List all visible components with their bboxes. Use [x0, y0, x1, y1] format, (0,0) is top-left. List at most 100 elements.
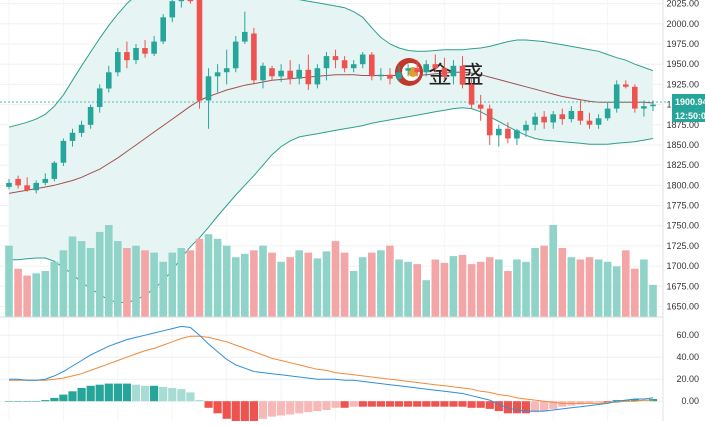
candle-body	[69, 132, 76, 141]
candle-body	[96, 88, 103, 107]
volume-bar	[504, 271, 512, 317]
candle-body	[486, 108, 493, 136]
candlestick-series	[6, 0, 656, 194]
candle-body	[359, 54, 366, 65]
macd-tick-label: 20.00	[676, 374, 699, 384]
volume-bar	[349, 271, 358, 317]
candle-body	[223, 68, 230, 73]
countdown-tag-bg	[672, 109, 705, 122]
macd-histogram-bar	[394, 401, 404, 407]
candle-body	[106, 72, 112, 89]
volume-bar	[368, 252, 376, 317]
volume-bar	[576, 259, 585, 317]
macd-histogram-bar	[476, 401, 485, 408]
macd-histogram-bar	[304, 401, 313, 413]
macd-histogram-bar	[277, 401, 286, 416]
volume-bar	[522, 261, 530, 317]
volume-bar	[204, 234, 213, 317]
candle-body	[595, 118, 602, 125]
macd-histogram-bar	[231, 401, 240, 421]
volume-series	[5, 225, 657, 318]
candle-body	[586, 120, 593, 125]
candle-body	[468, 84, 475, 105]
macd-histogram-bar	[86, 385, 95, 402]
candle-body	[278, 70, 284, 77]
macd-histogram-bar	[23, 401, 32, 402]
candle-body	[369, 54, 375, 77]
macd-histogram-bar	[558, 401, 567, 407]
volume-bar	[268, 252, 276, 317]
macd-histogram-bar	[413, 401, 422, 407]
candle-body	[160, 17, 166, 42]
price-axis: 1650.00 1675.00 1700.00 1725.00 1750.00 1775.…	[666, 0, 699, 406]
candle-body	[33, 182, 39, 191]
candle-body	[414, 68, 420, 73]
candle-body	[559, 114, 566, 120]
volume-bar	[631, 268, 639, 317]
volume-bar	[322, 251, 331, 317]
volume-bar	[5, 245, 13, 317]
volume-bar	[612, 266, 621, 317]
candle-body	[196, 0, 203, 101]
macd-histogram-bar	[458, 401, 467, 407]
candle-body	[142, 48, 148, 54]
volume-bar	[232, 257, 240, 317]
volume-bar	[467, 264, 476, 317]
volume-bar	[422, 280, 430, 317]
macd-histogram-bar	[122, 383, 131, 402]
macd-histogram-bar	[376, 401, 385, 407]
macd-histogram-bar	[95, 384, 104, 402]
volume-bar	[386, 245, 394, 317]
volume-bar	[222, 245, 231, 317]
macd-histogram-bar	[358, 401, 367, 407]
macd-histogram-bar	[131, 384, 141, 402]
volume-bar	[558, 248, 567, 317]
candle-body	[205, 76, 212, 101]
candle-body	[251, 33, 257, 81]
volume-bar	[213, 238, 222, 317]
macd-histogram-bar	[141, 385, 150, 402]
volume-bar	[622, 250, 630, 317]
price-tick-label: 1875.00	[666, 120, 699, 130]
candle-body	[496, 128, 502, 136]
candle-body	[332, 56, 339, 61]
price-tag-bg	[672, 94, 705, 109]
candle-body	[269, 68, 275, 77]
macd-histogram-bar	[286, 401, 295, 415]
candle-body	[187, 0, 194, 2]
macd-histogram-bar	[612, 400, 621, 402]
macd-histogram-bar	[630, 399, 639, 402]
macd-histogram-bar	[41, 400, 50, 402]
macd-histogram-bar	[585, 401, 594, 404]
volume-bar	[340, 252, 349, 317]
volume-bar	[141, 250, 149, 317]
candle-body	[51, 162, 58, 179]
volume-bar	[549, 225, 557, 317]
candle-body	[115, 52, 121, 73]
macd-histogram-bar	[222, 401, 231, 419]
macd-histogram-bar	[186, 392, 195, 402]
price-tick-label: 1675.00	[666, 281, 699, 291]
volume-bar	[259, 245, 267, 317]
candle-body	[613, 84, 620, 109]
bollinger-fill	[9, 0, 653, 303]
macd-histogram-bar	[32, 401, 41, 402]
volume-bar	[77, 241, 86, 317]
macd-histogram-bar	[168, 388, 177, 402]
volume-bar	[286, 257, 294, 317]
volume-bar	[395, 259, 403, 317]
candle-body	[523, 124, 529, 131]
candle-body	[396, 72, 402, 79]
price-tick-label: 1750.00	[666, 221, 699, 231]
bollinger-middle-line	[8, 71, 654, 194]
candle-body	[623, 84, 629, 87]
volume-bar	[241, 253, 249, 318]
macd-histogram-bar	[268, 401, 277, 417]
volume-bar	[195, 238, 204, 317]
macd-histogram-bar	[467, 401, 476, 408]
countdown-tag: 12:50:05	[672, 109, 705, 122]
price-tick-label: 1925.00	[666, 79, 699, 89]
volume-bar	[495, 259, 503, 317]
macd-histogram-bar	[449, 401, 458, 407]
candle-body	[314, 68, 321, 85]
